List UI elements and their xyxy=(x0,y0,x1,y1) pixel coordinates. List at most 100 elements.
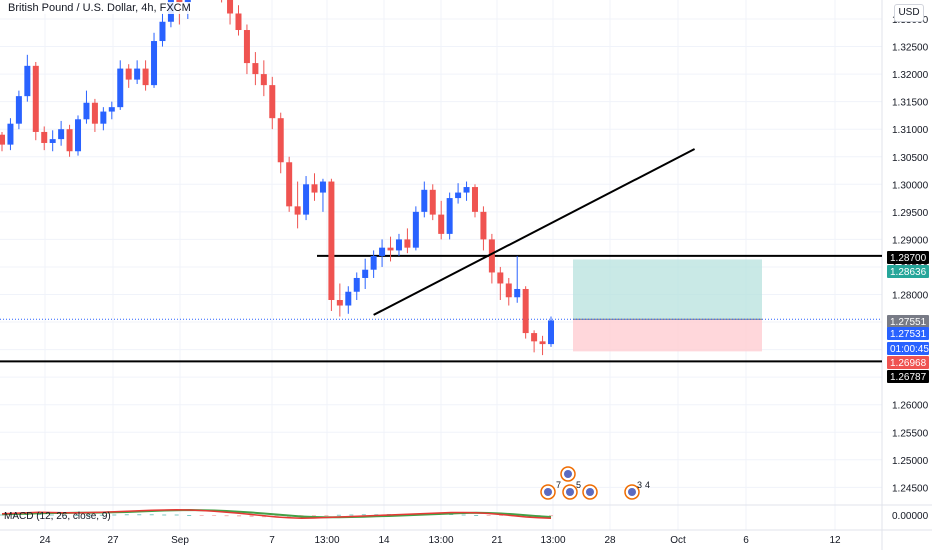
symbol-title: British Pound / U.S. Dollar, 4h, FXCM xyxy=(6,2,193,14)
price-label: 1.28636 xyxy=(890,267,927,278)
candle-body xyxy=(294,206,301,215)
price-label-bg xyxy=(887,356,929,369)
macd-histogram-bar xyxy=(162,514,167,516)
macd-histogram-bar xyxy=(174,514,179,516)
candle-body xyxy=(108,107,115,112)
candle-body xyxy=(125,68,132,80)
candle-body xyxy=(395,239,402,251)
y-tick-label: 1.26000 xyxy=(892,401,929,412)
candle-body xyxy=(379,247,386,256)
candle-body xyxy=(184,0,191,3)
x-tick-label: 14 xyxy=(378,535,390,546)
event-flag-icon xyxy=(628,488,636,496)
price-label-bg xyxy=(887,327,929,340)
event-flag-icon xyxy=(566,488,574,496)
candle-body xyxy=(117,68,124,108)
event-flag-icon xyxy=(586,488,594,496)
candle-body xyxy=(463,187,470,193)
y-tick-label: 1.29500 xyxy=(892,208,929,219)
price-label: 1.26968 xyxy=(890,358,927,369)
candle-body xyxy=(83,102,90,120)
y-tick-label: 1.24500 xyxy=(892,483,929,494)
x-tick-label: Oct xyxy=(670,535,686,546)
candle-body xyxy=(260,74,267,86)
macd-histogram-bar xyxy=(499,515,504,516)
y-tick-label: 1.30000 xyxy=(892,180,929,191)
target-zone xyxy=(573,259,762,320)
candle-body xyxy=(41,131,48,143)
candle-body xyxy=(252,63,259,75)
candle-body xyxy=(32,65,39,132)
macd-histogram-bar xyxy=(237,515,242,517)
macd-line xyxy=(1,508,552,520)
macd-histogram-bar xyxy=(224,515,229,517)
candle-body xyxy=(522,288,529,334)
candle-body xyxy=(488,239,495,273)
macd-histogram-bar xyxy=(461,514,466,516)
macd-histogram-bar xyxy=(0,514,4,516)
candle-body xyxy=(429,189,436,215)
stop-zone xyxy=(573,319,762,352)
macd-histogram-bar xyxy=(249,515,254,517)
candle-body xyxy=(235,13,242,31)
candle-body xyxy=(548,320,554,345)
candle-body xyxy=(49,139,56,143)
macd-histogram-bar xyxy=(112,514,117,516)
candle-body xyxy=(277,118,284,163)
candle-body xyxy=(514,288,521,298)
y-tick-label: 1.32500 xyxy=(892,43,929,54)
x-tick-label: 13:00 xyxy=(540,535,565,546)
candle-body xyxy=(227,0,234,14)
candle-body xyxy=(0,134,5,145)
candle-body xyxy=(176,0,183,3)
candle-body xyxy=(15,96,22,124)
candle-body xyxy=(100,111,107,124)
price-label: 1.26787 xyxy=(890,372,927,383)
price-label: 01:00:45 xyxy=(890,344,929,355)
x-tick-label: 27 xyxy=(107,535,119,546)
y-tick-label: 1.29000 xyxy=(892,235,929,246)
y-tick-label: 1.25000 xyxy=(892,456,929,467)
candle-body xyxy=(455,192,462,199)
macd-histogram-bar xyxy=(361,514,366,516)
x-tick-label: 21 xyxy=(491,535,503,546)
price-label-bg xyxy=(887,265,929,278)
macd-histogram-bar xyxy=(87,514,92,516)
macd-histogram-bar xyxy=(349,514,354,516)
event-flag-icon xyxy=(544,488,552,496)
candle-body xyxy=(362,269,369,278)
macd-histogram-bar xyxy=(37,514,42,515)
macd-histogram-bar xyxy=(336,514,341,516)
event-badge-count: 4 xyxy=(645,480,650,490)
macd-histogram-bar xyxy=(486,515,491,516)
currency-button[interactable]: USD xyxy=(894,4,924,22)
macd-histogram-bar xyxy=(324,515,329,516)
candle-body xyxy=(24,65,31,97)
macd-histogram-bar xyxy=(62,514,67,516)
macd-histogram-bar xyxy=(212,515,217,516)
candle-body xyxy=(328,181,335,301)
candle-body xyxy=(438,214,445,234)
price-label-bg xyxy=(887,342,929,355)
candle-body xyxy=(7,123,14,145)
x-tick-label: 13:00 xyxy=(428,535,453,546)
price-label-bg xyxy=(887,370,929,383)
candle-body xyxy=(497,272,504,284)
x-tick-label: 7 xyxy=(269,535,275,546)
macd-label: MACD (12, 26, close, 9) xyxy=(4,511,111,522)
macd-histogram-bar xyxy=(49,514,54,516)
candle-body xyxy=(151,41,158,86)
macd-histogram-bar xyxy=(149,514,154,516)
y-tick-label: 1.28000 xyxy=(892,291,929,302)
candle-body xyxy=(58,129,65,140)
candle-body xyxy=(539,341,546,345)
candle-body xyxy=(531,333,538,342)
y-tick-label: 1.30500 xyxy=(892,153,929,164)
macd-histogram-bar xyxy=(137,514,142,516)
x-tick-label: Sep xyxy=(171,535,189,546)
candle-body xyxy=(142,68,149,86)
candle-body xyxy=(446,198,453,234)
macd-histogram-bar xyxy=(474,515,479,516)
